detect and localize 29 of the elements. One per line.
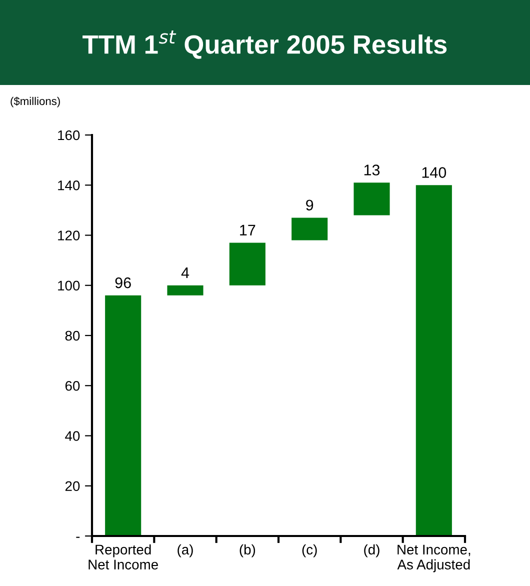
x-tick-label: (a) xyxy=(178,544,193,558)
x-tick-label: (d) xyxy=(364,544,380,558)
chart-title: TTM 1$^{st}$ Quarter 2005 Results xyxy=(82,30,447,59)
bar xyxy=(416,185,452,536)
y-tick-label: 160 xyxy=(58,130,80,140)
y-tick-label: 80 xyxy=(65,330,80,341)
y-axis-title: ($millions) xyxy=(10,96,60,108)
y-tick-label: 140 xyxy=(58,180,80,190)
data-label: 17 xyxy=(240,224,256,236)
y-tick-label: 20 xyxy=(65,481,80,492)
x-tick-label: Net Income, As Adjusted xyxy=(397,544,470,572)
bar xyxy=(292,218,328,240)
y-tick-label: 120 xyxy=(58,230,80,240)
y-tick-label: 100 xyxy=(58,280,80,291)
bar xyxy=(167,285,204,296)
y-tick-label: 60 xyxy=(65,380,80,391)
bar xyxy=(105,295,142,536)
x-tick-label: Reported Net Income xyxy=(88,544,158,570)
data-label: 96 xyxy=(115,277,131,288)
data-label: 140 xyxy=(422,167,446,178)
data-label: 13 xyxy=(364,164,380,176)
x-tick-label: (c) xyxy=(302,544,317,558)
y-tick-label: 40 xyxy=(65,431,80,441)
x-tick-label: (b) xyxy=(240,544,256,558)
bar xyxy=(229,242,266,286)
data-label: 9 xyxy=(306,200,314,211)
y-tick-label: - xyxy=(76,536,80,538)
data-label: 4 xyxy=(181,268,190,278)
bar xyxy=(354,182,390,216)
